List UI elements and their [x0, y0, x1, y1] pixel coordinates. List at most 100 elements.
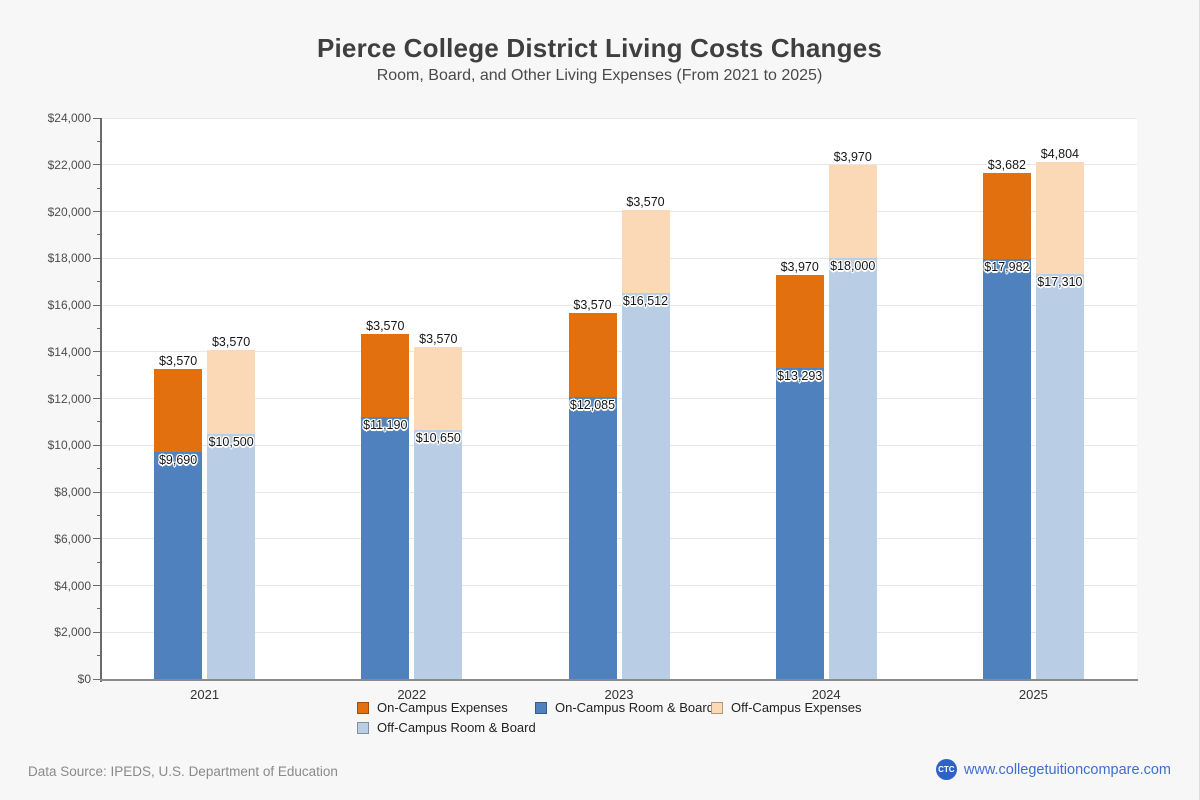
value-label: $16,512 [622, 294, 669, 309]
x-axis-line [99, 679, 1138, 681]
chart-subtitle: Room, Board, and Other Living Expenses (… [376, 67, 823, 84]
y-tick-label: $0 [77, 672, 91, 686]
value-label: $3,970 [833, 150, 872, 165]
bar-segment [828, 258, 877, 679]
y-tick [93, 585, 101, 586]
y-tick [97, 140, 101, 142]
chart-title: Pierce College District Living Costs Cha… [316, 33, 883, 63]
bar-segment [621, 209, 670, 294]
value-label: $3,570 [419, 331, 458, 346]
bar-segment [361, 333, 410, 418]
y-tick-label: $20,000 [47, 204, 91, 219]
site-link[interactable]: CTC www.collegetuitioncompare.com [935, 759, 1171, 780]
legend-label: On-Campus Room & Board [555, 700, 714, 715]
bar-segment [982, 172, 1031, 259]
bar-segment [207, 433, 256, 679]
y-tick [97, 327, 101, 329]
grid-line [101, 398, 1137, 399]
bar-segment [1035, 274, 1084, 679]
y-tick [97, 561, 101, 563]
x-tick-label: 2025 [1018, 687, 1048, 702]
y-tick-label: $24,000 [47, 111, 91, 125]
bar-segment [621, 293, 670, 679]
bar-segment [568, 313, 617, 397]
value-label: $17,982 [984, 259, 1030, 274]
value-label: $9,690 [158, 453, 198, 468]
value-label: $3,570 [626, 194, 665, 209]
y-tick-label: $12,000 [47, 391, 91, 406]
y-tick [97, 374, 101, 376]
y-tick-label: $16,000 [47, 298, 91, 312]
value-label: $18,000 [830, 259, 876, 274]
value-label: $3,570 [573, 298, 612, 313]
bar-segment [1035, 162, 1084, 275]
bar-segment [414, 346, 463, 431]
value-label: $10,650 [415, 431, 461, 446]
grid-line [101, 538, 1137, 540]
x-tick-label: 2024 [811, 687, 841, 702]
bar-segment [828, 165, 877, 259]
value-label: $3,570 [211, 335, 251, 350]
x-tick-label: 2021 [190, 687, 220, 702]
legend-item: On-Campus Room & Board [535, 700, 714, 715]
y-tick [93, 491, 101, 493]
y-axis-line [99, 118, 102, 682]
value-label: $11,190 [363, 418, 408, 433]
y-tick [93, 117, 101, 119]
x-tick-label: 2022 [397, 687, 427, 702]
grid-line [101, 444, 1137, 446]
legend-label: Off-Campus Expenses [731, 700, 862, 715]
grid-line [101, 585, 1137, 586]
y-tick-label: $8,000 [54, 485, 91, 499]
y-tick [93, 351, 101, 353]
y-tick-label: $2,000 [54, 625, 91, 640]
y-tick-label: $14,000 [47, 344, 91, 359]
legend-item: Off-Campus Expenses [711, 700, 862, 715]
y-tick-label: $4,000 [54, 578, 91, 593]
value-label: $3,970 [780, 260, 819, 275]
y-tick [93, 444, 101, 446]
legend-swatch-icon [535, 701, 547, 714]
grid-line [101, 491, 1137, 493]
bar-segment [775, 275, 824, 369]
y-tick [93, 631, 101, 633]
value-label: $3,570 [366, 318, 405, 333]
y-tick-label: $22,000 [47, 157, 91, 172]
site-url[interactable]: www.collegetuitioncompare.com [963, 761, 1171, 778]
grid-line [101, 164, 1137, 166]
value-label: $12,085 [569, 397, 616, 412]
y-tick [97, 187, 101, 189]
y-tick-label: $6,000 [54, 531, 91, 546]
bar-segment [154, 369, 203, 453]
bar-segment [154, 452, 203, 679]
value-label: $4,804 [1040, 147, 1079, 162]
y-tick [97, 514, 101, 516]
legend-label: Off-Campus Room & Board [377, 720, 536, 735]
y-tick [93, 257, 101, 259]
bar-segment [361, 417, 410, 679]
y-tick [97, 655, 101, 657]
legend-swatch-icon [357, 701, 369, 714]
bar-segment [568, 396, 617, 679]
y-tick [93, 304, 101, 306]
grid-line [101, 631, 1137, 633]
legend-item: Off-Campus Room & Board [357, 720, 536, 735]
value-label: $3,570 [158, 354, 198, 369]
y-tick-label: $18,000 [47, 251, 91, 266]
y-tick [97, 468, 101, 470]
grid-line [101, 351, 1137, 353]
legend-item: On-Campus Expenses [357, 700, 535, 715]
y-tick [97, 608, 101, 610]
y-tick [93, 398, 101, 399]
value-label: $10,500 [208, 434, 254, 449]
y-tick [93, 678, 101, 680]
value-label: $17,310 [1037, 275, 1083, 290]
data-source-text: Data Source: IPEDS, U.S. Department of E… [28, 764, 338, 779]
grid-line [101, 257, 1137, 259]
legend-label: On-Campus Expenses [377, 700, 508, 715]
grid-line [101, 304, 1137, 306]
y-tick [97, 234, 101, 236]
bar-segment [207, 350, 256, 434]
bar-segment [414, 430, 463, 679]
